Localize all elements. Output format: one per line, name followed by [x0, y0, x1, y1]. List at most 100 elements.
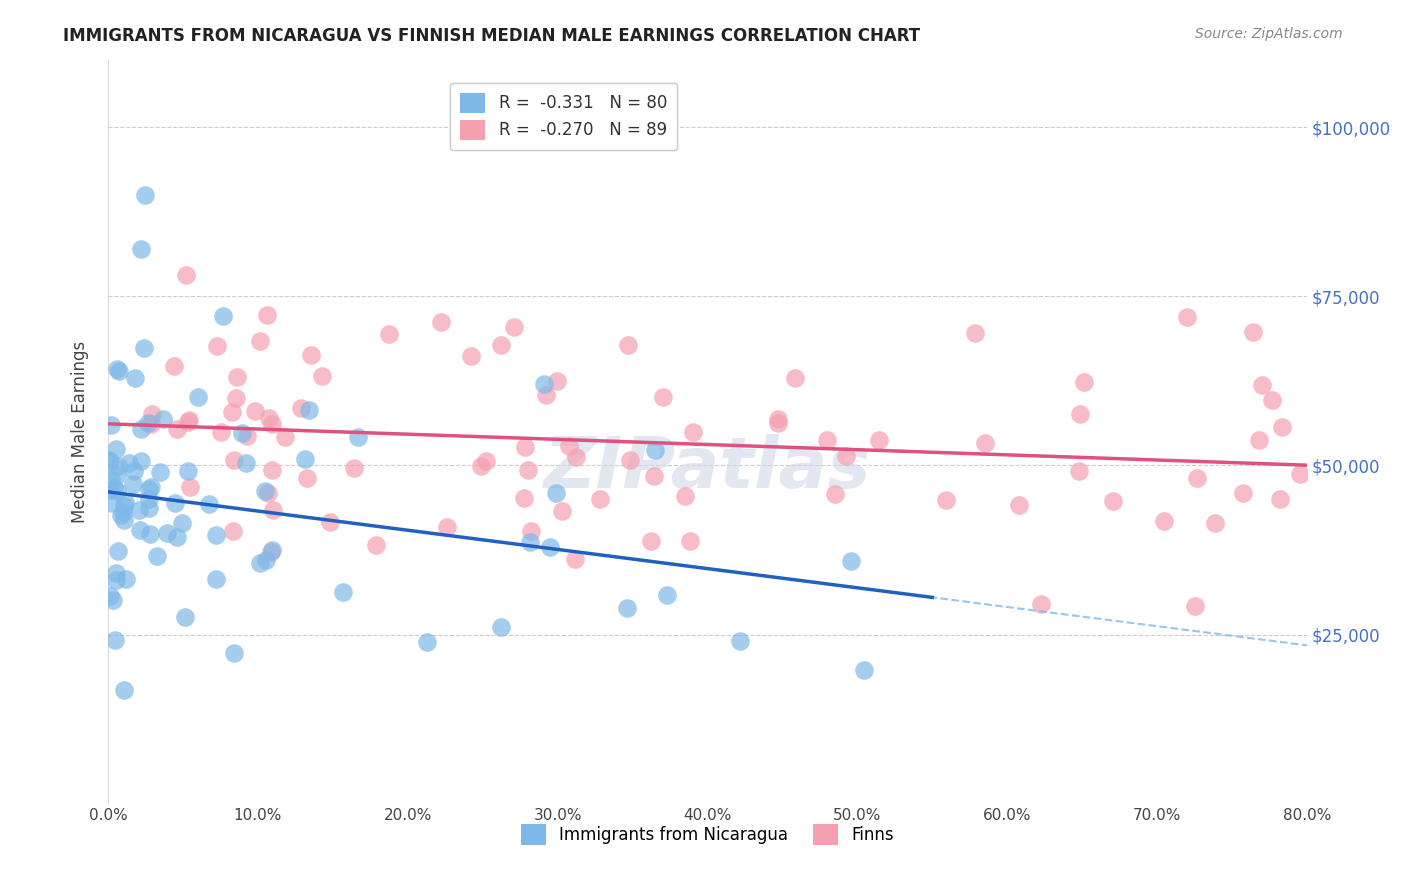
Immigrants from Nicaragua	[489, 620, 512, 634]
Immigrants from Nicaragua	[104, 566, 127, 580]
Immigrants from Nicaragua	[332, 584, 354, 599]
Immigrants from Nicaragua	[165, 496, 187, 510]
Immigrants from Nicaragua	[100, 473, 122, 487]
Finns	[1073, 375, 1095, 389]
Immigrants from Nicaragua	[129, 454, 152, 468]
Finns	[835, 449, 858, 463]
Finns	[1232, 485, 1254, 500]
Immigrants from Nicaragua	[105, 361, 128, 376]
Finns	[489, 338, 512, 352]
Finns	[768, 411, 790, 425]
Immigrants from Nicaragua	[107, 364, 129, 378]
Immigrants from Nicaragua	[112, 513, 135, 527]
Text: Source: ZipAtlas.com: Source: ZipAtlas.com	[1195, 27, 1343, 41]
Immigrants from Nicaragua	[262, 543, 284, 558]
Immigrants from Nicaragua	[134, 187, 156, 202]
Immigrants from Nicaragua	[139, 479, 162, 493]
Finns	[619, 453, 641, 467]
Immigrants from Nicaragua	[235, 456, 257, 470]
Finns	[262, 503, 284, 517]
Immigrants from Nicaragua	[644, 442, 666, 457]
Immigrants from Nicaragua	[100, 418, 122, 433]
Finns	[378, 326, 401, 341]
Immigrants from Nicaragua	[533, 377, 555, 392]
Finns	[935, 492, 957, 507]
Immigrants from Nicaragua	[107, 458, 129, 473]
Finns	[259, 411, 281, 425]
Immigrants from Nicaragua	[129, 524, 152, 538]
Finns	[311, 369, 333, 384]
Finns	[503, 320, 526, 334]
Immigrants from Nicaragua	[198, 497, 221, 511]
Immigrants from Nicaragua	[138, 482, 160, 496]
Finns	[343, 461, 366, 475]
Finns	[177, 413, 200, 427]
Immigrants from Nicaragua	[205, 572, 228, 586]
Immigrants from Nicaragua	[205, 528, 228, 542]
Immigrants from Nicaragua	[852, 663, 875, 677]
Immigrants from Nicaragua	[98, 455, 121, 469]
Finns	[1271, 420, 1294, 434]
Immigrants from Nicaragua	[110, 508, 132, 523]
Legend: R =  -0.331   N = 80, R =  -0.270   N = 89: R = -0.331 N = 80, R = -0.270 N = 89	[450, 83, 676, 150]
Immigrants from Nicaragua	[138, 500, 160, 515]
Finns	[1268, 492, 1291, 507]
Immigrants from Nicaragua	[149, 465, 172, 479]
Immigrants from Nicaragua	[416, 635, 439, 649]
Finns	[1261, 392, 1284, 407]
Immigrants from Nicaragua	[254, 553, 277, 567]
Finns	[963, 326, 986, 341]
Finns	[617, 338, 640, 352]
Immigrants from Nicaragua	[129, 242, 152, 256]
Finns	[824, 487, 846, 501]
Finns	[174, 268, 197, 282]
Finns	[1288, 467, 1310, 481]
Finns	[207, 339, 229, 353]
Finns	[225, 369, 247, 384]
Finns	[1007, 498, 1029, 512]
Finns	[520, 524, 543, 538]
Finns	[682, 425, 704, 439]
Finns	[470, 459, 492, 474]
Immigrants from Nicaragua	[728, 634, 751, 648]
Finns	[274, 430, 297, 444]
Immigrants from Nicaragua	[174, 610, 197, 624]
Text: IMMIGRANTS FROM NICARAGUA VS FINNISH MEDIAN MALE EARNINGS CORRELATION CHART: IMMIGRANTS FROM NICARAGUA VS FINNISH MED…	[63, 27, 921, 45]
Immigrants from Nicaragua	[112, 505, 135, 519]
Immigrants from Nicaragua	[138, 491, 160, 506]
Finns	[868, 433, 890, 447]
Finns	[564, 552, 586, 566]
Immigrants from Nicaragua	[139, 527, 162, 541]
Immigrants from Nicaragua	[124, 371, 146, 385]
Immigrants from Nicaragua	[114, 573, 136, 587]
Immigrants from Nicaragua	[538, 541, 561, 555]
Finns	[260, 544, 283, 558]
Immigrants from Nicaragua	[146, 549, 169, 563]
Immigrants from Nicaragua	[105, 484, 128, 499]
Finns	[224, 453, 246, 467]
Finns	[262, 463, 284, 477]
Finns	[163, 359, 186, 373]
Finns	[785, 371, 807, 385]
Finns	[139, 417, 162, 431]
Immigrants from Nicaragua	[131, 422, 153, 436]
Immigrants from Nicaragua	[98, 452, 121, 467]
Finns	[1251, 377, 1274, 392]
Immigrants from Nicaragua	[128, 502, 150, 516]
Immigrants from Nicaragua	[132, 341, 155, 355]
Finns	[297, 471, 319, 485]
Text: ZIPatlas: ZIPatlas	[544, 434, 872, 503]
Finns	[512, 491, 534, 505]
Finns	[299, 348, 322, 362]
Finns	[679, 534, 702, 549]
Finns	[1031, 597, 1053, 611]
Finns	[256, 308, 278, 322]
Immigrants from Nicaragua	[172, 516, 194, 531]
Immigrants from Nicaragua	[122, 464, 145, 478]
Immigrants from Nicaragua	[112, 683, 135, 698]
Immigrants from Nicaragua	[616, 600, 638, 615]
Immigrants from Nicaragua	[104, 633, 127, 648]
Finns	[673, 489, 696, 503]
Immigrants from Nicaragua	[152, 411, 174, 425]
Immigrants from Nicaragua	[117, 456, 139, 470]
